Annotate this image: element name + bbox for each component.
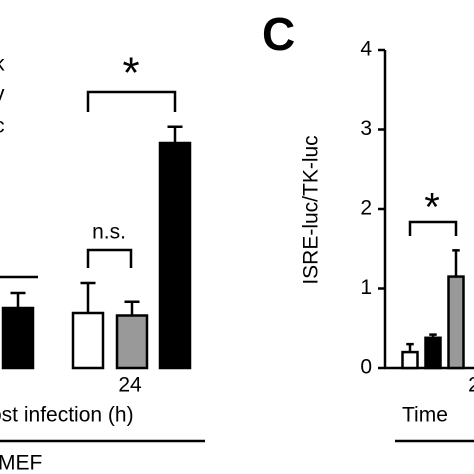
annotation: * (424, 186, 440, 230)
y-axis-label: ISRE-luc/TK-luc (300, 135, 323, 284)
annotation: * (122, 49, 139, 98)
legend-fragment: c (0, 115, 5, 138)
bar (71, 311, 105, 370)
bar (1, 306, 35, 370)
bracket (86, 248, 133, 268)
bracket (86, 90, 177, 112)
y-tick-label: 1 (360, 276, 372, 299)
panel-label: C (262, 8, 295, 60)
bar (424, 336, 442, 370)
y-tick-label: 2 (360, 197, 372, 220)
bracket (408, 220, 458, 236)
bar (115, 314, 149, 370)
bar (158, 141, 192, 370)
x-axis-label: Time (402, 404, 448, 427)
y-tick-label: 0 (360, 356, 372, 379)
annotation: n.s. (92, 221, 126, 244)
bar (447, 275, 465, 370)
x-group-label: 24 (118, 374, 142, 397)
cell-label: MEF (0, 452, 42, 474)
y-tick-label: 3 (360, 117, 372, 140)
y-tick-label: 4 (360, 38, 372, 61)
bar (401, 350, 419, 370)
legend-fragment: k (0, 53, 5, 76)
legend-fragment: v (0, 83, 5, 106)
x-group-label: 2 (468, 374, 474, 397)
x-axis-label: ost infection (h) (0, 404, 134, 427)
